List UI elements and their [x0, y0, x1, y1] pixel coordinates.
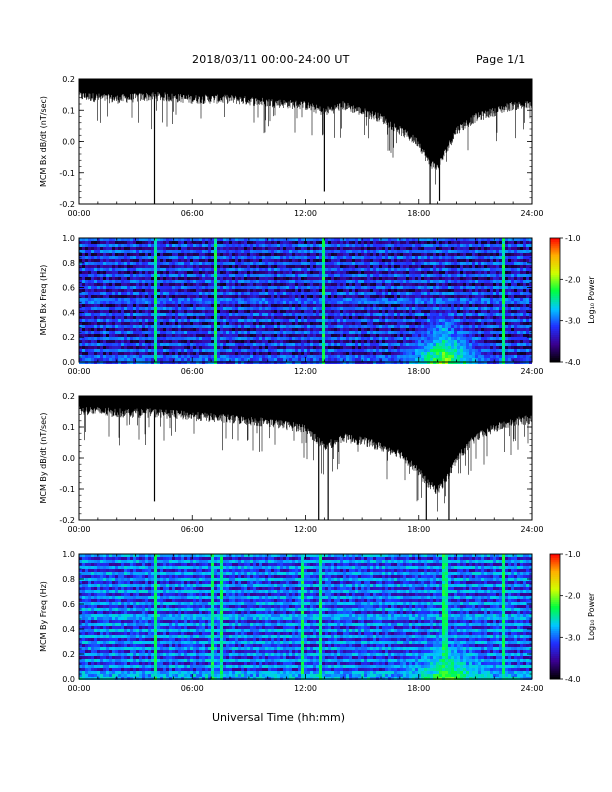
y-tick-label: -0.2 — [59, 516, 75, 525]
colorbar-tick-label: -2.0 — [565, 275, 581, 284]
x-tick-label: 24:00 — [520, 525, 543, 534]
colorbar-tick-label: -1.0 — [565, 550, 581, 559]
dbdt-series-1 — [78, 79, 533, 204]
y-axis-title: MCM By dB/dt (nT/sec) — [39, 412, 48, 503]
x-tick-label: 00:00 — [67, 684, 90, 693]
y-tick-label: 0.0 — [62, 454, 75, 463]
y-tick-label: 1.0 — [62, 234, 75, 243]
y-tick-label: -0.2 — [59, 200, 75, 209]
colorbar-tick-label: -1.0 — [565, 234, 581, 243]
colorbar-2 — [549, 237, 563, 363]
y-tick-label: -0.1 — [59, 485, 75, 494]
y-tick-label: 1.0 — [62, 550, 75, 559]
y-tick-label: 0.4 — [62, 308, 75, 317]
y-tick-label: 0.1 — [62, 423, 75, 432]
y-tick-label: 0.2 — [62, 650, 75, 659]
dbdt-series-3 — [78, 396, 533, 520]
colorbar-frame — [549, 237, 561, 363]
y-tick-label: 0.6 — [62, 600, 75, 609]
dbdt-trace — [78, 79, 533, 185]
x-tick-label: 06:00 — [181, 525, 204, 534]
y-axis-title: MCM Bx dB/dt (nT/sec) — [39, 96, 48, 187]
x-axis-title: Universal Time (hh:mm) — [212, 711, 345, 724]
x-tick-label: 24:00 — [520, 367, 543, 376]
x-tick-label: 24:00 — [520, 209, 543, 218]
plot-title: 2018/03/11 00:00-24:00 UT — [192, 53, 350, 66]
page-number: Page 1/1 — [476, 53, 526, 66]
y-tick-label: 0.2 — [62, 333, 75, 342]
x-tick-label: 00:00 — [67, 367, 90, 376]
colorbar-tick-label: -2.0 — [565, 592, 581, 601]
spectrogram-4 — [79, 554, 532, 680]
colorbar-frame — [549, 553, 561, 680]
y-tick-label: -0.1 — [59, 169, 75, 178]
x-tick-label: 18:00 — [407, 525, 430, 534]
x-tick-label: 06:00 — [181, 684, 204, 693]
y-tick-label: 0.8 — [62, 259, 75, 268]
y-tick-label: 0.2 — [62, 75, 75, 84]
y-tick-label: 0.0 — [62, 358, 75, 367]
colorbar-tick-label: -4.0 — [565, 358, 581, 367]
x-tick-label: 12:00 — [294, 525, 317, 534]
y-axis-title: MCM By Freq (Hz) — [39, 581, 48, 652]
y-axis-title: MCM Bx Freq (Hz) — [39, 265, 48, 336]
x-tick-label: 24:00 — [520, 684, 543, 693]
colorbar-tick-label: -3.0 — [565, 633, 581, 642]
y-tick-label: 0.0 — [62, 675, 75, 684]
colorbar-title: Log₁₀ Power — [587, 592, 596, 640]
x-tick-label: 18:00 — [407, 367, 430, 376]
y-tick-label: 0.8 — [62, 575, 75, 584]
x-tick-label: 00:00 — [67, 209, 90, 218]
colorbar-tick-label: -3.0 — [565, 317, 581, 326]
x-tick-label: 12:00 — [294, 209, 317, 218]
x-tick-label: 18:00 — [407, 684, 430, 693]
x-tick-label: 12:00 — [294, 684, 317, 693]
y-tick-label: 0.6 — [62, 284, 75, 293]
x-tick-label: 06:00 — [181, 209, 204, 218]
y-tick-label: 0.2 — [62, 392, 75, 401]
y-tick-label: 0.0 — [62, 138, 75, 147]
x-tick-label: 00:00 — [67, 525, 90, 534]
colorbar-4 — [549, 553, 563, 680]
spectrogram-2 — [79, 238, 532, 364]
dbdt-trace — [78, 396, 533, 512]
colorbar-tick-label: -4.0 — [565, 675, 581, 684]
x-tick-label: 18:00 — [407, 209, 430, 218]
x-tick-label: 06:00 — [181, 367, 204, 376]
y-tick-label: 0.4 — [62, 625, 75, 634]
x-tick-label: 12:00 — [294, 367, 317, 376]
colorbar-title: Log₁₀ Power — [587, 276, 596, 324]
y-tick-label: 0.1 — [62, 106, 75, 115]
